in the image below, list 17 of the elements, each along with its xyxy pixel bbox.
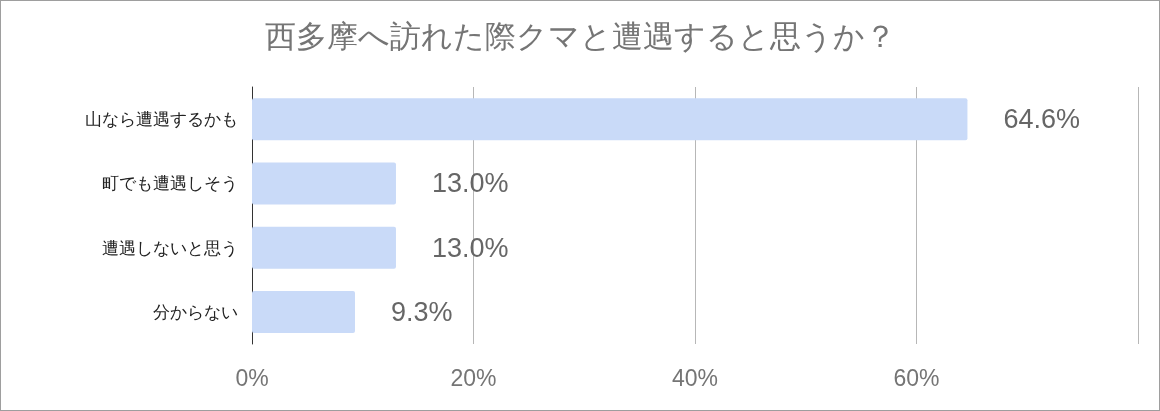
x-tick-label: 0% xyxy=(235,364,269,391)
data-label: 13.0% xyxy=(431,168,509,199)
data-label: 13.0% xyxy=(431,232,509,263)
chart-title: 西多摩へ訪れた際クマと遭遇すると思うか？ xyxy=(264,17,896,54)
bar xyxy=(252,290,355,333)
data-label: 9.3% xyxy=(391,296,453,327)
data-label: 64.6% xyxy=(1003,104,1081,135)
y-tick-label: 分からない xyxy=(153,301,238,322)
bar xyxy=(252,226,396,269)
x-tick-label: 40% xyxy=(671,364,719,391)
y-tick-label: 山なら遭遇するかも xyxy=(85,109,238,130)
x-tick-label: 20% xyxy=(450,364,497,391)
x-tick-label: 60% xyxy=(893,364,940,391)
y-tick-label: 遭遇しないと思う xyxy=(102,237,238,258)
bar xyxy=(252,162,396,205)
bar xyxy=(252,98,968,141)
y-tick-label: 町でも遭遇しそう xyxy=(102,173,238,194)
